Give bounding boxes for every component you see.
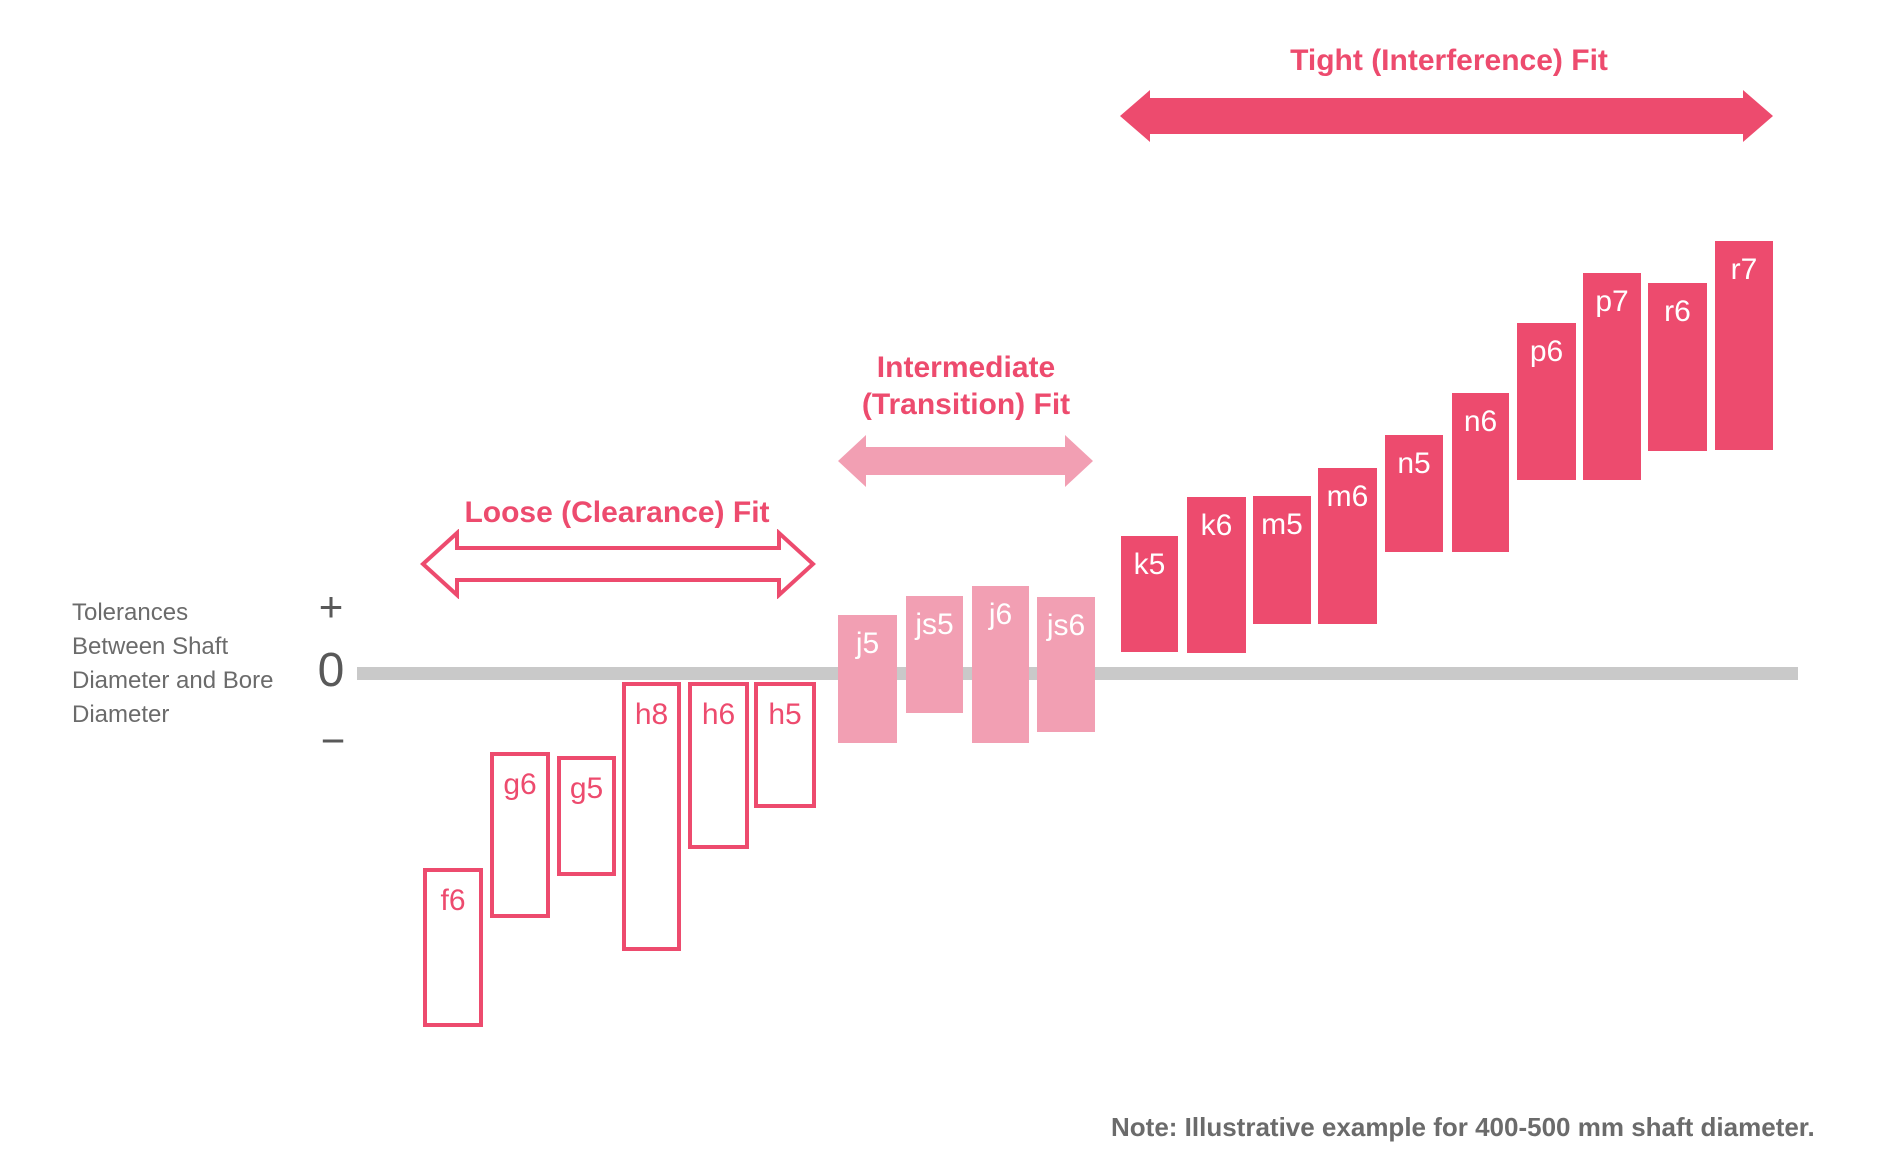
bar-label-h5: h5 <box>768 698 802 731</box>
tight-fit-title: Tight (Interference) Fit <box>1290 42 1608 79</box>
bar-label-n6: n6 <box>1463 405 1498 438</box>
bar-label-j5: j5 <box>855 627 880 660</box>
axis-label: Tolerances Between Shaft Diameter and Bo… <box>72 596 273 732</box>
bar-f6: f6 <box>423 868 483 1027</box>
bar-label-n5: n5 <box>1397 447 1431 480</box>
bar-h8: h8 <box>622 682 681 951</box>
loose-fit-title-line: Loose (Clearance) Fit <box>464 496 770 529</box>
bar-r7: r7 <box>1715 241 1773 450</box>
bar-label-g6: g6 <box>503 768 537 801</box>
minus-sign: − <box>320 717 346 764</box>
bar-label-k6: k6 <box>1200 509 1233 542</box>
loose-fit-arrow-shape <box>420 529 816 599</box>
bar-js5: js5 <box>906 596 963 713</box>
bar-label-r6: r6 <box>1664 295 1691 328</box>
bar-k5: k5 <box>1121 536 1178 652</box>
zero-sign: 0 <box>317 644 345 697</box>
axis-label-line: Diameter <box>72 701 170 728</box>
intermediate-fit-arrow-shape <box>838 435 1093 487</box>
axis-label-line: Diameter and Bore <box>72 667 274 694</box>
plus-sign: + <box>318 583 344 630</box>
bar-m6: m6 <box>1318 468 1377 624</box>
tight-fit-title-line: Tight (Interference) Fit <box>1290 44 1608 77</box>
bar-label-js5: js5 <box>915 608 954 641</box>
note-text: Note: Illustrative example for 400-500 m… <box>1111 1112 1815 1142</box>
bar-n5: n5 <box>1385 435 1443 552</box>
axis-label-line: Tolerances <box>72 599 189 626</box>
bar-k6: k6 <box>1187 497 1246 653</box>
loose-fit-title: Loose (Clearance) Fit <box>464 494 769 531</box>
bar-n6: n6 <box>1452 393 1509 552</box>
bar-label-j6: j6 <box>988 598 1013 631</box>
tight-fit-arrow-shape <box>1120 90 1773 142</box>
bar-label-m6: m6 <box>1326 480 1369 513</box>
bar-label-k5: k5 <box>1133 548 1166 581</box>
bar-label-m5: m5 <box>1261 508 1303 541</box>
bar-m5: m5 <box>1253 496 1311 624</box>
bar-p7: p7 <box>1583 273 1641 480</box>
bar-r6: r6 <box>1648 283 1707 451</box>
intermediate-fit-arrow <box>838 435 1093 487</box>
bar-label-p7: p7 <box>1595 285 1629 318</box>
bar-j5: j5 <box>838 615 897 743</box>
bar-label-f6: f6 <box>440 884 466 917</box>
bar-g6: g6 <box>490 752 550 918</box>
bar-label-h8: h8 <box>634 698 669 731</box>
bar-j6: j6 <box>972 586 1029 743</box>
bar-h5: h5 <box>754 682 816 808</box>
tight-fit-arrow <box>1120 90 1773 142</box>
bar-g5: g5 <box>557 756 616 876</box>
intermediate-fit-title-line: (Transition) Fit <box>861 388 1071 421</box>
axis-label-line: Between Shaft <box>72 633 229 660</box>
bar-label-p6: p6 <box>1529 335 1564 368</box>
loose-fit-arrow <box>420 529 816 599</box>
bar-label-g5: g5 <box>569 772 604 805</box>
bar-label-js6: js6 <box>1046 609 1086 642</box>
intermediate-fit-title: Intermediate (Transition) Fit <box>862 349 1070 423</box>
intermediate-fit-title-line: Intermediate <box>876 351 1056 384</box>
bar-label-r7: r7 <box>1730 253 1758 286</box>
bar-js6: js6 <box>1037 597 1095 732</box>
bar-label-h6: h6 <box>701 698 736 731</box>
bar-h6: h6 <box>688 682 749 849</box>
bar-p6: p6 <box>1517 323 1576 480</box>
